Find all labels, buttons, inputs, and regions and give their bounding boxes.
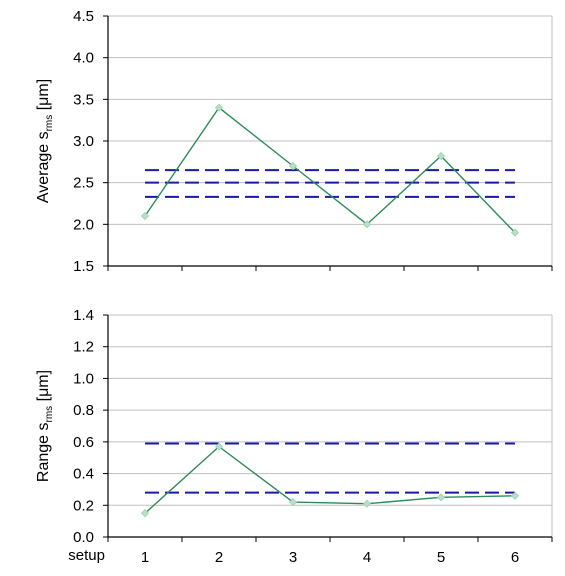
y-tick-label: 1.2 xyxy=(73,339,94,356)
data-point xyxy=(140,211,150,221)
y-tick-label: 4.5 xyxy=(73,8,94,25)
x-tick-label: 5 xyxy=(437,549,445,566)
data-point xyxy=(436,493,446,502)
data-point xyxy=(436,151,446,161)
y-tick-label: 0.0 xyxy=(73,529,94,546)
y-axis-label-unit: [μm] xyxy=(35,370,52,406)
y-tick-label: 0.4 xyxy=(73,466,94,483)
y-tick-label: 0.2 xyxy=(73,497,94,514)
data-point xyxy=(362,499,372,508)
y-axis-label-subscript: rms xyxy=(44,406,55,423)
y-axis-label-main: Average s xyxy=(35,131,52,203)
y-tick-label: 1.4 xyxy=(73,307,94,324)
data-point xyxy=(362,220,372,229)
y-tick-label: 3.5 xyxy=(73,91,94,108)
chart-panel-1: 1.5 2.0 2.5 3.0 3.5 4.0 4.5 Average srms [μm] xyxy=(35,8,553,275)
y-tick-label: 1.5 xyxy=(73,258,94,275)
y-tick-label: 2.5 xyxy=(73,175,94,192)
data-point xyxy=(288,498,298,507)
series-line xyxy=(144,106,516,234)
y-tick-label: 4.0 xyxy=(73,50,94,67)
y-tick-label: 1.0 xyxy=(73,370,94,387)
y-tick-label: 0.8 xyxy=(73,402,94,419)
y-tick-label: 3.0 xyxy=(73,133,94,150)
y-axis-label: Range srms [μm] xyxy=(35,370,55,482)
data-point xyxy=(510,491,520,500)
data-point xyxy=(510,228,520,237)
y-tick-label: 2.0 xyxy=(73,216,94,233)
data-point xyxy=(214,442,224,451)
y-axis-label-subscript: rms xyxy=(44,115,55,132)
y-axis-label-unit: [μm] xyxy=(35,79,52,115)
data-point xyxy=(288,161,298,171)
x-tick-label: 4 xyxy=(363,549,371,566)
y-axis-label: Average srms [μm] xyxy=(35,79,55,203)
chart-panel-2: 0.0 0.2 0.4 0.6 0.8 1.0 1.2 1.4 Range srms [μm] 1… xyxy=(35,307,553,566)
y-axis-label-main: Range s xyxy=(35,422,52,482)
data-point xyxy=(140,509,150,518)
x-axis-label: setup xyxy=(68,547,105,564)
series-line xyxy=(144,445,516,514)
x-tick-label: 1 xyxy=(141,549,149,566)
x-tick-label: 2 xyxy=(215,549,223,566)
x-tick-label: 3 xyxy=(289,549,297,566)
x-tick-label: 6 xyxy=(511,549,519,566)
y-tick-label: 0.6 xyxy=(73,434,94,451)
data-point xyxy=(214,103,224,112)
